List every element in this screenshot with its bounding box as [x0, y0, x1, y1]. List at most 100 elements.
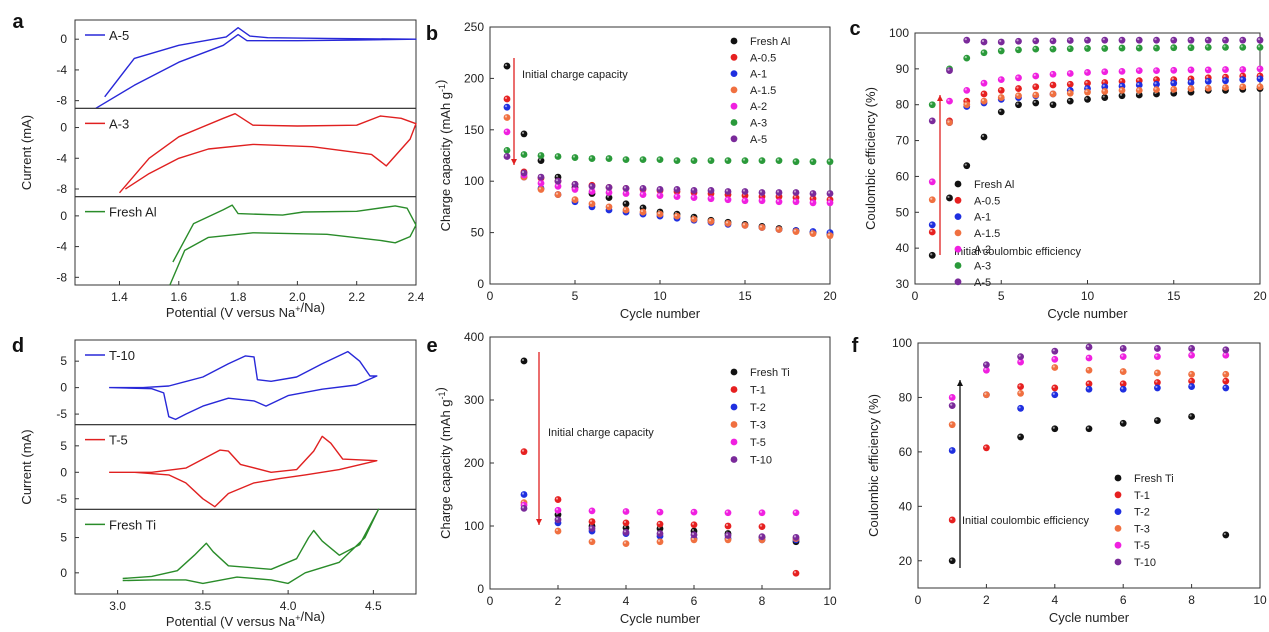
data-point-highlight — [999, 77, 1002, 80]
data-point-highlight — [1188, 80, 1192, 83]
x-axis-label: Cycle number — [620, 306, 701, 321]
data-point — [1051, 355, 1059, 363]
data-point-highlight — [930, 222, 933, 225]
data-point-highlight — [521, 131, 525, 135]
series-t-1 — [948, 377, 1230, 524]
data-point — [690, 194, 698, 202]
data-point-highlight — [810, 231, 814, 234]
y-tick-label: -4 — [56, 63, 67, 77]
data-point — [622, 156, 630, 164]
data-point — [1066, 45, 1074, 53]
data-point-highlight — [810, 191, 814, 194]
data-point-highlight — [1016, 39, 1019, 42]
data-point-highlight — [981, 99, 985, 102]
data-point-highlight — [930, 197, 933, 200]
x-tick-label: 8 — [1188, 593, 1195, 607]
y-tick-label: -8 — [56, 182, 67, 196]
data-point-highlight — [1086, 355, 1090, 359]
data-point-highlight — [538, 174, 542, 178]
data-point — [1170, 66, 1178, 74]
data-point-highlight — [1171, 38, 1174, 41]
y-tick-label: 80 — [899, 390, 913, 404]
data-point-highlight — [1050, 91, 1054, 95]
data-point — [1101, 45, 1109, 52]
y-axis-label-text: Coulombic efficiency (%) — [863, 87, 878, 230]
data-point — [1051, 391, 1059, 399]
data-point-highlight — [1085, 90, 1088, 93]
data-point — [690, 521, 698, 529]
data-point — [503, 62, 511, 70]
annotation: Initial coulombic efficiency — [937, 95, 1081, 258]
legend-label: T-3 — [1134, 523, 1150, 535]
data-point-highlight — [964, 56, 967, 59]
data-point-highlight — [810, 196, 814, 199]
legend-label: T-1 — [1134, 490, 1150, 502]
data-point-highlight — [623, 530, 627, 533]
data-point-highlight — [1119, 93, 1123, 96]
data-point — [963, 101, 971, 109]
legend-label: A-3 — [750, 118, 767, 130]
data-point — [622, 540, 630, 548]
data-point-highlight — [1188, 45, 1192, 48]
data-point — [571, 154, 579, 161]
data-point — [554, 177, 562, 185]
legend-label: Fresh Al — [974, 179, 1014, 191]
data-point — [1135, 67, 1143, 75]
y-axis-label: Current (mA) — [19, 429, 34, 504]
y-tick-label: 0 — [60, 209, 67, 223]
y-tick-label: 0 — [60, 381, 67, 395]
data-point-highlight — [1137, 82, 1140, 86]
legend-label: A-3 — [109, 116, 129, 131]
data-point — [792, 569, 800, 577]
annotation-text: Initial coulombic efficiency — [962, 515, 1089, 527]
data-point-highlight — [1171, 45, 1174, 48]
data-point-highlight — [1121, 346, 1124, 349]
data-point — [997, 38, 1005, 46]
data-point-highlight — [984, 362, 987, 365]
data-point — [1051, 364, 1059, 371]
data-point-highlight — [1121, 387, 1124, 390]
data-point-highlight — [1102, 38, 1105, 41]
data-point-highlight — [1223, 353, 1226, 356]
legend-marker — [954, 229, 962, 237]
annotation-text: Initial charge capacity — [522, 69, 628, 81]
data-point-highlight — [691, 532, 695, 535]
data-point — [980, 90, 988, 98]
data-point — [1222, 77, 1229, 85]
data-point-highlight — [572, 197, 576, 200]
x-tick-label: 6 — [1120, 593, 1127, 607]
data-point-highlight — [1154, 82, 1157, 85]
data-point — [963, 36, 971, 44]
subpanel-t-5: -5 0 5 T-5 — [56, 424, 417, 510]
data-point — [571, 180, 579, 188]
x-tick-label: 5 — [998, 289, 1005, 303]
data-point-highlight — [521, 170, 525, 174]
legend-label: A-5 — [109, 28, 129, 43]
data-point — [1032, 91, 1040, 99]
data-point — [775, 157, 783, 165]
data-point-highlight — [827, 233, 831, 236]
data-point — [1118, 36, 1126, 44]
data-point — [639, 184, 647, 192]
data-point — [1153, 36, 1160, 44]
data-point-highlight — [691, 528, 695, 532]
data-point — [1032, 83, 1040, 91]
data-point-highlight — [776, 227, 780, 230]
data-point-highlight — [1154, 87, 1157, 90]
data-point-highlight — [1052, 357, 1055, 360]
data-point — [1084, 88, 1091, 96]
data-point-highlight — [1121, 354, 1124, 357]
data-point-highlight — [1102, 69, 1105, 72]
y-axis-label: Charge capacity (mAh g-1) — [433, 387, 453, 539]
panel-label: b — [426, 23, 438, 45]
data-point-highlight — [640, 186, 644, 189]
x-axis-label: Cycle number — [1047, 306, 1128, 321]
data-point — [656, 156, 664, 164]
data-point-highlight — [947, 195, 950, 199]
data-point-highlight — [950, 422, 953, 425]
data-point — [741, 188, 749, 195]
data-point — [1049, 81, 1057, 89]
data-point — [639, 208, 647, 216]
data-point-highlight — [1188, 86, 1192, 89]
x-tick-label: 20 — [1253, 289, 1267, 303]
